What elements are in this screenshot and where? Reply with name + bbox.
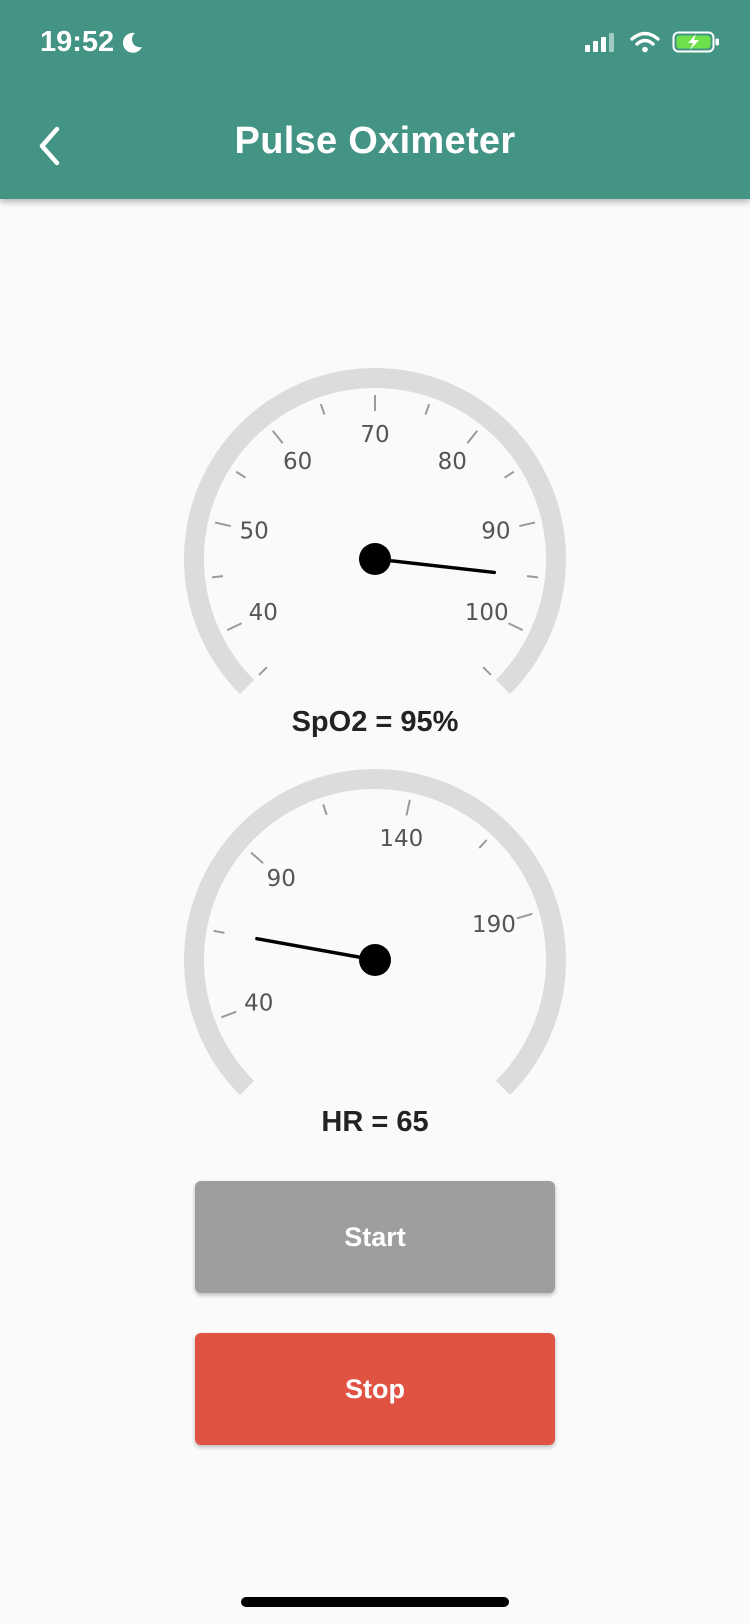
spo2-tick-label: 50	[239, 518, 268, 544]
spo2-tick	[319, 403, 326, 415]
hr-tick-label: 140	[379, 826, 423, 852]
hr-tick	[220, 1010, 237, 1019]
start-button[interactable]: Start	[195, 1181, 555, 1293]
stop-button-label: Stop	[345, 1373, 405, 1404]
status-time-text: 19:52	[40, 26, 115, 58]
spo2-tick-label: 80	[438, 449, 467, 475]
hr-tick	[478, 839, 488, 849]
hr-tick	[405, 799, 411, 816]
spo2-tick	[466, 430, 479, 444]
spo2-track	[184, 368, 566, 695]
hr-label: HR = 65	[321, 1106, 429, 1138]
spo2-label: SpO2 = 95%	[291, 706, 459, 738]
spo2-tick	[519, 521, 536, 528]
signal-icon	[585, 33, 614, 52]
back-button[interactable]	[22, 118, 78, 174]
spo2-tick-label: 40	[249, 600, 278, 626]
app-bar: 19:52 Pulse Oximeter	[0, 0, 750, 199]
hr-gauge-svg: 40 90 140 190	[184, 769, 566, 1096]
hr-tick	[213, 929, 225, 934]
spo2-gauge-svg: 40 50 60 70 80 90 100	[184, 368, 566, 695]
home-indicator	[241, 1597, 509, 1607]
hr-tick-label: 90	[267, 866, 296, 892]
spo2-needle	[373, 557, 496, 575]
spo2-tick-label: 100	[465, 600, 509, 626]
moon-icon	[123, 32, 143, 53]
spo2-tick	[235, 470, 246, 479]
stop-button[interactable]: Stop	[195, 1333, 555, 1445]
hr-tick-label: 40	[244, 990, 273, 1016]
spo2-tick	[482, 666, 492, 676]
spo2-tick	[211, 575, 224, 579]
status-time: 19:52	[40, 26, 144, 59]
battery-charging-icon	[672, 31, 719, 53]
hr-tick	[516, 912, 533, 920]
page-title: Pulse Oximeter	[234, 120, 516, 162]
start-button-label: Start	[344, 1221, 406, 1252]
spo2-tick-label: 90	[481, 518, 510, 544]
chevron-left-icon	[39, 126, 60, 166]
hr-tick-label: 190	[472, 912, 516, 938]
hr-needle-hub	[359, 944, 391, 976]
spo2-tick	[271, 430, 284, 444]
spo2-tick-label: 70	[360, 422, 389, 448]
spo2-tick	[507, 622, 524, 632]
spo2-tick	[526, 575, 539, 579]
spo2-tick-label: 60	[283, 449, 312, 475]
spo2-tick	[214, 521, 231, 528]
hr-needle	[255, 936, 377, 962]
hr-gauge: 40 90 140 190	[184, 769, 566, 1151]
spo2-tick	[424, 403, 431, 415]
hr-tick	[250, 851, 264, 864]
hr-tick	[322, 804, 328, 816]
status-icons	[584, 30, 722, 54]
spo2-gauge: 40 50 60 70 80 90 100	[184, 368, 566, 750]
wifi-icon	[630, 31, 660, 53]
hr-track	[184, 769, 566, 1096]
spo2-needle-hub	[359, 543, 391, 575]
spo2-tick	[226, 622, 243, 632]
spo2-tick	[504, 470, 515, 479]
spo2-tick	[258, 666, 268, 676]
